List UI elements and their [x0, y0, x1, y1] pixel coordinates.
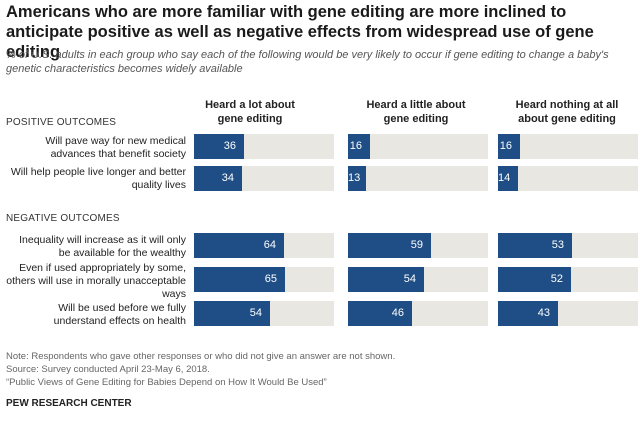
bar-value: 59	[410, 239, 423, 251]
group-header: Heard a lot about gene editing	[205, 99, 295, 125]
bar-track	[498, 134, 638, 159]
bar	[498, 301, 558, 326]
bar-value: 54	[249, 307, 262, 319]
source-text: Source: Survey conducted April 23-May 6,…	[6, 364, 210, 375]
bar	[348, 134, 370, 159]
group-header: Heard nothing at all about gene editing	[515, 99, 619, 125]
bar	[194, 301, 270, 326]
bar	[498, 166, 518, 191]
section-label: NEGATIVE OUTCOMES	[6, 213, 120, 224]
bar-value: 43	[537, 307, 550, 319]
bar-track	[348, 166, 488, 191]
bar-value: 46	[391, 307, 404, 319]
report-title: “Public Views of Gene Editing for Babies…	[6, 377, 327, 388]
note-text: Note: Respondents who gave other respons…	[6, 351, 396, 362]
section-label: POSITIVE OUTCOMES	[6, 117, 117, 128]
bar-value: 64	[263, 239, 276, 251]
bar	[498, 267, 571, 292]
bar-value: 34	[221, 172, 234, 184]
bar	[348, 166, 366, 191]
bar-value: 65	[264, 273, 277, 285]
bar-value: 52	[550, 273, 563, 285]
brand-label: PEW RESEARCH CENTER	[6, 398, 132, 409]
bar	[348, 301, 412, 326]
row-label: Inequality will increase as it will only…	[19, 234, 186, 259]
row-label: Will help people live longer and better …	[10, 166, 186, 191]
bar-value: 16	[349, 140, 362, 152]
bar	[348, 267, 424, 292]
row-label: Will pave way for new medical advances t…	[45, 135, 186, 160]
bar	[348, 233, 431, 258]
bar	[194, 233, 284, 258]
row-label: Even if used appropriately by some, othe…	[6, 262, 186, 300]
bar-track	[498, 166, 638, 191]
bar	[498, 134, 520, 159]
chart-subtitle: % of U.S. adults in each group who say e…	[6, 49, 609, 75]
bar-value: 36	[223, 140, 236, 152]
chart-title: Americans who are more familiar with gen…	[6, 3, 594, 61]
bar-value: 54	[403, 273, 416, 285]
bar-track	[348, 134, 488, 159]
bar-value: 16	[499, 140, 512, 152]
bar-value: 14	[498, 172, 511, 184]
bar	[498, 233, 572, 258]
bar	[194, 166, 242, 191]
bar	[194, 134, 244, 159]
bar-value: 13	[348, 172, 361, 184]
bar	[194, 267, 285, 292]
row-label: Will be used before we fully understand …	[53, 302, 186, 327]
group-header: Heard a little about gene editing	[366, 99, 466, 125]
bar-value: 53	[551, 239, 564, 251]
